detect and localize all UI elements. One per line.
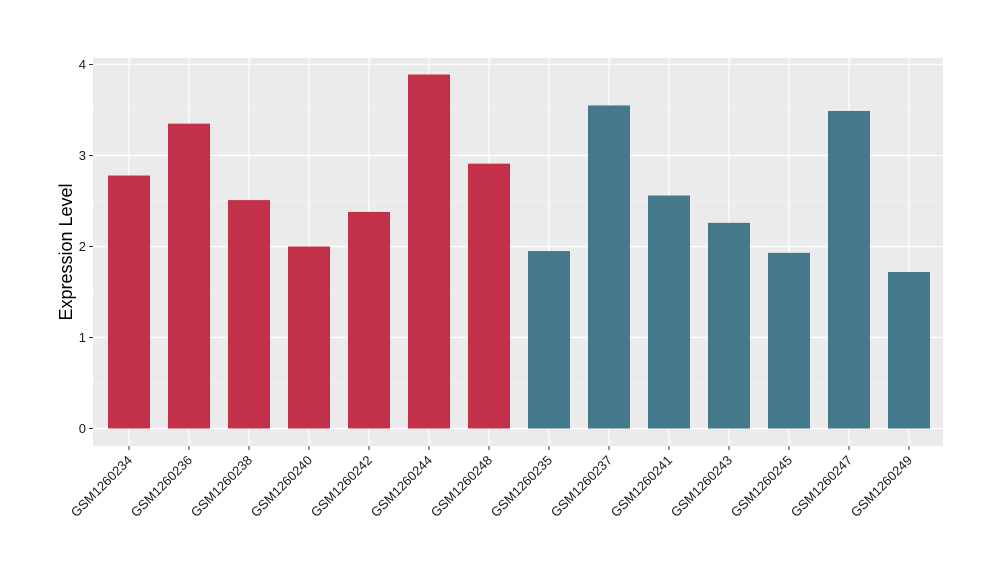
x-tick-label: GSM1260244 [368,453,435,520]
x-tick-label: GSM1260236 [128,453,195,520]
x-tick-label: GSM1260235 [488,453,555,520]
x-tick-label: GSM1260241 [608,453,675,520]
bar-GSM1260249 [888,271,930,429]
x-tick-label: GSM1260242 [308,453,375,520]
x-tick-label: GSM1260243 [668,453,735,520]
bar-GSM1260248 [468,163,510,429]
bar-GSM1260238 [228,200,270,429]
x-tick-label: GSM1260238 [188,453,255,520]
y-tick-label: 0 [79,421,86,436]
x-tick-label: GSM1260237 [548,453,615,520]
x-tick-label: GSM1260247 [788,453,855,520]
y-tick-label: 4 [79,57,86,72]
bar-GSM1260242 [348,211,390,429]
x-axis: GSM1260234GSM1260236GSM1260238GSM1260240… [68,446,915,520]
plot-panel [93,58,943,446]
bar-GSM1260241 [648,195,690,429]
x-tick-label: GSM1260248 [428,453,495,520]
bar-GSM1260245 [768,252,810,429]
bars-group [108,74,930,429]
bar-GSM1260237 [588,105,630,429]
y-tick-label: 3 [79,148,86,163]
x-tick-label: GSM1260234 [68,453,135,520]
bar-GSM1260247 [828,110,870,429]
x-tick-label: GSM1260245 [728,453,795,520]
bar-GSM1260236 [168,123,210,429]
y-tick-label: 1 [79,330,86,345]
bar-GSM1260234 [108,175,150,429]
x-tick-label: GSM1260249 [848,453,915,520]
y-tick-label: 2 [79,239,86,254]
y-axis: 0 1 2 3 4 [79,57,93,436]
bar-GSM1260243 [708,222,750,429]
bar-GSM1260244 [408,74,450,429]
x-tick-label: GSM1260240 [248,453,315,520]
bar-GSM1260235 [528,251,570,429]
y-axis-title: Expression Level [56,183,76,320]
bar-GSM1260240 [288,246,330,429]
